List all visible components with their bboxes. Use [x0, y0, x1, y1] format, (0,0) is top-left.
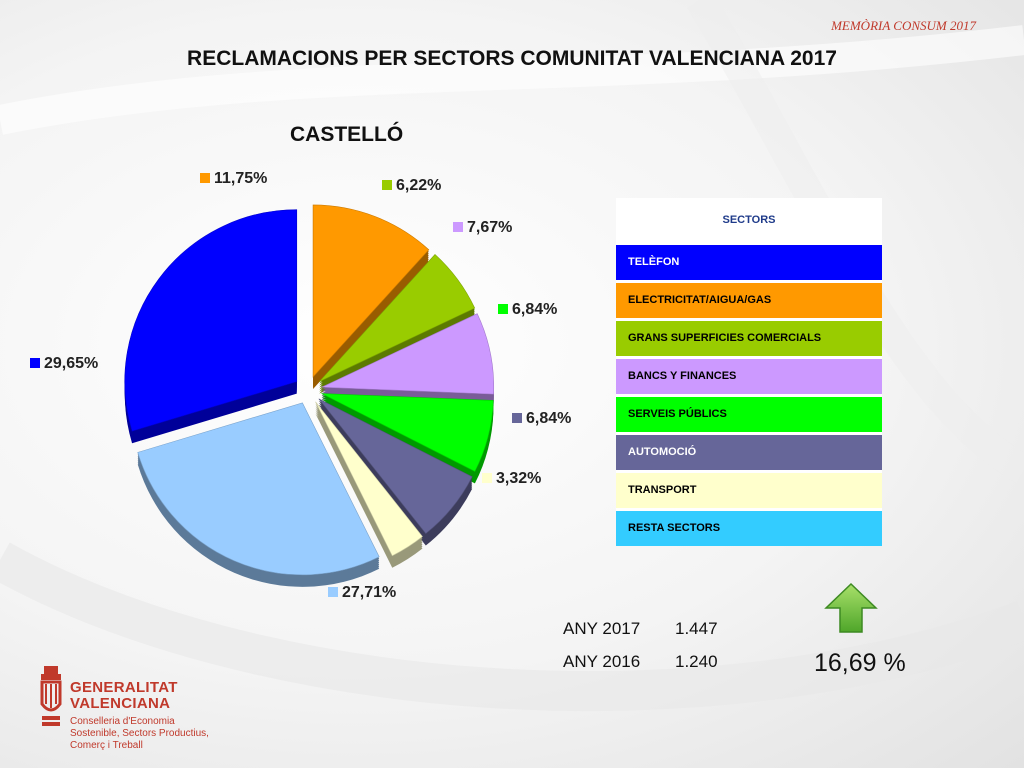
pie-label-swatch [512, 413, 522, 423]
arrow-up-icon [824, 582, 878, 633]
stat-year: ANY 2017 [563, 619, 641, 638]
pie-data-label: 6,84% [526, 410, 571, 427]
pie-data-label: 3,32% [496, 470, 541, 487]
page-title: RECLAMACIONS PER SECTORS COMUNITAT VALEN… [187, 47, 837, 70]
stat-year: ANY 2016 [563, 652, 641, 671]
logo-name: GENERALITAT VALENCIANA [70, 679, 178, 712]
pie-slice [321, 393, 494, 472]
pie-data-label: 29,65% [44, 355, 98, 372]
stat-value: 1.447 [675, 619, 718, 638]
pie-label-swatch [328, 587, 338, 597]
sectors-legend: SECTORS TELÈFON ELECTRICITAT/AIGUA/GAS GRA… [616, 198, 882, 546]
pie-data-label: 6,84% [512, 301, 557, 318]
legend-item: AUTOMOCIÓ [616, 432, 882, 470]
pie-label-swatch [498, 304, 508, 314]
pie-slice [124, 209, 298, 432]
pie-chart: 11,75% 6,22% 7,67% 6,84% 6,84% 3,32% 27,71% 29,… [30, 170, 571, 601]
stat-row-2017: ANY 2017 1.447 [563, 618, 718, 651]
pie-data-label: 7,67% [467, 219, 512, 236]
yearly-stats: ANY 2017 1.447 ANY 2016 1.240 [563, 618, 718, 684]
pie-slice [312, 204, 430, 378]
pie-slice [321, 313, 494, 395]
legend-item: TRANSPORT [616, 470, 882, 508]
chart-title: CASTELLÓ [290, 123, 404, 146]
legend-item: RESTA SECTORS [616, 508, 882, 546]
pie-label-swatch [200, 173, 210, 183]
pie-data-label: 11,75% [214, 170, 267, 187]
stat-row-2016: ANY 2016 1.240 [563, 651, 718, 684]
stat-value: 1.240 [675, 652, 718, 671]
pie-label-swatch [382, 180, 392, 190]
legend-header: SECTORS [616, 198, 882, 242]
pie-slice [137, 402, 380, 576]
pie-slice [315, 401, 423, 557]
pie-data-label: 27,71% [342, 584, 396, 601]
generalitat-emblem-icon [40, 666, 62, 726]
pie-slice [319, 254, 476, 382]
pie-data-label: 6,22% [396, 177, 441, 194]
pie-label-swatch [482, 473, 492, 483]
logo-department: Conselleria d'Economia Sostenible, Secto… [70, 716, 209, 751]
change-percentage: 16,69 % [814, 649, 906, 677]
pie-slice [318, 398, 473, 534]
report-header-note: MEMÒRIA CONSUM 2017 [831, 18, 976, 33]
legend-item: ELECTRICITAT/AIGUA/GAS [616, 280, 882, 318]
legend-item: TELÈFON [616, 242, 882, 280]
legend-item: GRANS SUPERFICIES COMERCIALS [616, 318, 882, 356]
pie-label-swatch [453, 222, 463, 232]
legend-item: SERVEIS PÚBLICS [616, 394, 882, 432]
legend-item: BANCS Y FINANCES [616, 356, 882, 394]
pie-label-swatch [30, 358, 40, 368]
